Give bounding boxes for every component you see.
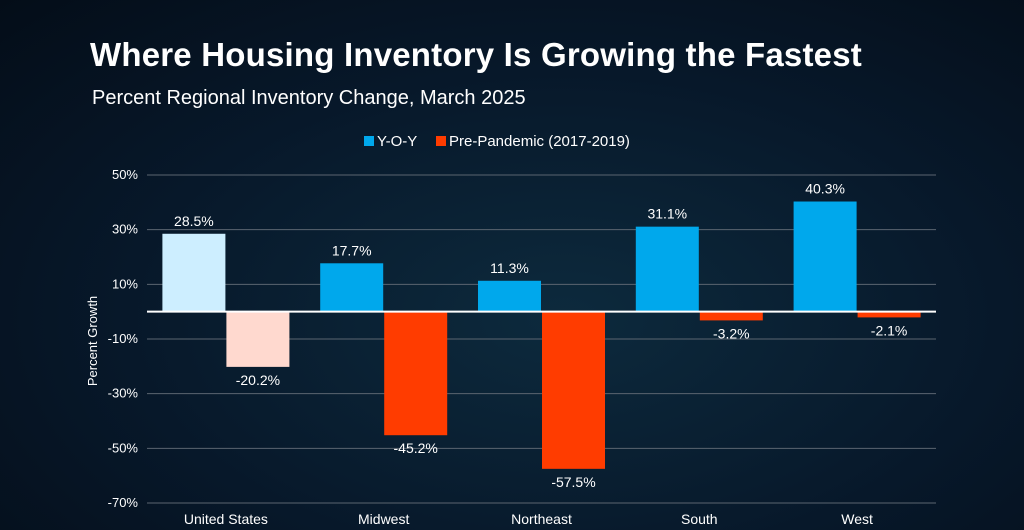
bar-pre-pandemic bbox=[384, 311, 448, 436]
x-axis-categories: United States Midwest Northeast South West bbox=[184, 511, 873, 527]
bar-yoy bbox=[793, 201, 857, 312]
bar-pre-pandemic bbox=[542, 311, 605, 469]
legend-entry: Y-O-Y bbox=[377, 133, 417, 150]
y-tick-label: 50% bbox=[112, 167, 138, 182]
data-label: -57.5% bbox=[551, 474, 595, 490]
y-axis-ticks: 50% 30% 10% -10% -30% -50% -70% bbox=[108, 167, 139, 510]
x-category-label: South bbox=[681, 511, 718, 527]
legend: Y-O-Y Pre-Pandemic (2017-2019) bbox=[364, 133, 630, 150]
bars bbox=[147, 201, 936, 469]
bar-yoy bbox=[320, 263, 384, 312]
y-axis-label: Percent Growth bbox=[85, 296, 100, 386]
chart-title: Where Housing Inventory Is Growing the F… bbox=[90, 36, 862, 73]
chart-subtitle: Percent Regional Inventory Change, March… bbox=[92, 87, 526, 109]
bar-yoy bbox=[478, 280, 541, 312]
y-tick-label: 10% bbox=[112, 276, 138, 291]
data-label: 11.3% bbox=[490, 260, 529, 276]
x-category-label: Northeast bbox=[511, 511, 572, 527]
x-category-label: West bbox=[841, 511, 873, 527]
y-tick-label: -50% bbox=[108, 440, 139, 455]
y-tick-label: -70% bbox=[108, 495, 139, 510]
bar-pre-pandemic bbox=[226, 311, 290, 367]
legend-swatch bbox=[436, 136, 446, 146]
data-label: -2.1% bbox=[871, 322, 908, 338]
data-label: 31.1% bbox=[647, 206, 687, 222]
data-label: -3.2% bbox=[713, 325, 750, 341]
bar-yoy bbox=[162, 233, 226, 312]
bar-pre-pandemic bbox=[699, 311, 763, 321]
y-tick-label: -30% bbox=[108, 386, 139, 401]
bar-pre-pandemic bbox=[857, 311, 921, 318]
legend-swatch bbox=[364, 136, 374, 146]
data-label: 40.3% bbox=[805, 181, 845, 197]
x-category-label: United States bbox=[184, 511, 268, 527]
data-labels: 28.5% -20.2% 17.7% -45.2% 11.3% -57.5% 31.1% -3… bbox=[174, 181, 907, 490]
x-category-label: Midwest bbox=[358, 511, 409, 527]
y-tick-label: -10% bbox=[108, 331, 139, 346]
bar-yoy bbox=[635, 226, 699, 312]
data-label: -20.2% bbox=[236, 372, 280, 388]
data-label: 28.5% bbox=[174, 213, 214, 229]
y-tick-label: 30% bbox=[112, 222, 138, 237]
data-label: 17.7% bbox=[332, 242, 372, 258]
data-label: -45.2% bbox=[394, 440, 438, 456]
legend-entry: Pre-Pandemic (2017-2019) bbox=[449, 133, 630, 150]
